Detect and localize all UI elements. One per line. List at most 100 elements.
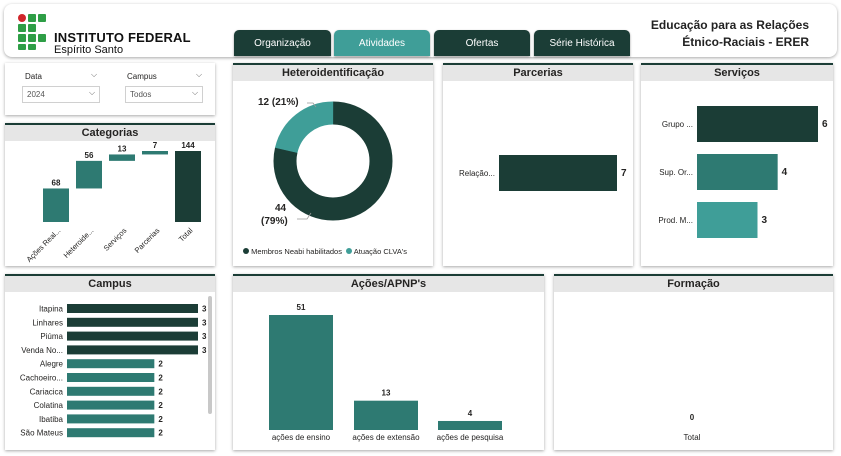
campus-category-label: Venda No... [21, 346, 63, 355]
servicos-chart: Grupo ... 6 Sup. Or... 4 Prod. M... 3 [658, 106, 828, 238]
categorias-title: Categorias [5, 123, 215, 141]
categorias-value-label: 68 [52, 178, 61, 187]
campus-bar[interactable] [67, 428, 155, 438]
formacao-chart: 0 Total [684, 413, 701, 442]
parcerias-bar[interactable] [499, 155, 617, 191]
campus-category-label: Cachoeiro... [20, 374, 63, 383]
categorias-bar[interactable] [109, 154, 135, 161]
categorias-value-label: 13 [118, 144, 127, 153]
tab-ofertas[interactable]: Ofertas [434, 30, 530, 56]
campus-category-label: Itapina [39, 305, 64, 314]
hetero-label-neabi-pct: (79%) [261, 216, 288, 227]
parcerias-title: Parcerias [443, 63, 633, 81]
servicos-value-label: 6 [822, 119, 828, 130]
acoes-card: Ações/APNP's 51 ações de ensino 13 ações de… [233, 274, 544, 450]
campus-category-label: Alegre [40, 360, 64, 369]
campus-scrollbar[interactable] [208, 296, 212, 414]
campus-chart: Itapina 3 Linhares 3 Piúma 3 Venda No... 3 Alegr… [20, 304, 207, 438]
campus-category-label: Cariacica [30, 387, 64, 396]
date-filter-dropdown[interactable]: 2024 [22, 86, 100, 103]
parcerias-value-label: 7 [621, 168, 627, 179]
campus-filter-label: Campus [127, 72, 157, 81]
campus-value-label: 3 [202, 332, 207, 341]
servicos-bar[interactable] [697, 106, 818, 142]
acoes-bar[interactable] [354, 400, 418, 430]
acoes-bar[interactable] [438, 420, 502, 430]
hetero-slice[interactable] [273, 101, 393, 221]
chevron-down-icon[interactable]: ⌵ [89, 88, 96, 97]
campus-card: Campus Itapina 3 Linhares 3 Piúma 3 Venda No..… [5, 274, 215, 450]
parcerias-category-label: Relação... [459, 169, 495, 178]
servicos-category-label: Prod. M... [658, 216, 693, 225]
heteroidentificacao-card: Heteroidentificação 12 (21%) 44 (79%) Me… [233, 63, 433, 266]
campus-value-label: 2 [158, 360, 163, 369]
legend-dot-icon [243, 248, 249, 254]
acoes-category-label: ações de ensino [272, 433, 331, 442]
filters-panel: Data ⌵ 2024 ⌵ Campus ⌵ Todos ⌵ [5, 63, 215, 115]
formacao-card: Formação 0 Total [554, 274, 833, 450]
servicos-bar[interactable] [697, 154, 778, 190]
parcerias-card: Parcerias Relação... 7 [443, 63, 633, 266]
legend-dot-icon [346, 248, 353, 254]
tab-atividades[interactable]: Atividades [334, 30, 430, 56]
servicos-value-label: 3 [762, 215, 768, 226]
campus-value-label: 2 [158, 429, 163, 438]
formacao-value-label: 0 [690, 413, 695, 422]
campus-bar[interactable] [67, 359, 155, 369]
tab-organizacao[interactable]: Organização [234, 30, 331, 56]
hetero-label-neabi-value: 44 [275, 203, 287, 214]
acoes-value-label: 51 [297, 303, 306, 312]
acoes-value-label: 13 [382, 389, 391, 398]
campus-bar[interactable] [67, 304, 198, 313]
categorias-axis-label: Heteroide... [62, 226, 96, 260]
categorias-bar[interactable] [142, 151, 168, 155]
categorias-value-label: 144 [181, 141, 195, 150]
acoes-value-label: 4 [468, 409, 473, 418]
legend-neabi: Membros Neabi habilitados [251, 247, 342, 256]
categorias-bar[interactable] [175, 151, 201, 222]
campus-category-label: Linhares [32, 318, 63, 327]
formacao-title: Formação [554, 274, 833, 292]
servicos-bar[interactable] [697, 202, 758, 238]
campus-value-label: 2 [158, 387, 163, 396]
leader-line [307, 102, 317, 108]
campus-value-label: 3 [202, 305, 207, 314]
categorias-value-label: 7 [153, 141, 158, 150]
acoes-title: Ações/APNP's [233, 274, 544, 292]
campus-bar[interactable] [67, 400, 155, 410]
servicos-category-label: Grupo ... [662, 120, 693, 129]
campus-bar[interactable] [67, 331, 198, 341]
campus-bar[interactable] [67, 414, 155, 424]
acoes-chart: 51 ações de ensino 13 ações de extensão 4 açõ… [269, 303, 504, 442]
campus-value-label: 2 [158, 415, 163, 424]
servicos-category-label: Sup. Or... [659, 168, 693, 177]
hetero-title: Heteroidentificação [233, 63, 433, 81]
chevron-down-icon[interactable]: ⌵ [192, 88, 199, 97]
leader-line [297, 212, 312, 220]
chevron-down-icon[interactable]: ⌵ [196, 70, 203, 79]
hetero-label-clva: 12 (21%) [258, 97, 299, 108]
categorias-axis-label: Parcerias [133, 226, 162, 255]
date-filter-label: Data [25, 72, 42, 81]
campus-category-label: Colatina [34, 401, 64, 410]
chevron-down-icon[interactable]: ⌵ [91, 70, 98, 79]
campus-value-label: 2 [158, 374, 163, 383]
campus-category-label: Piúma [40, 332, 63, 341]
campus-value-label: 3 [202, 318, 207, 327]
legend-clva: Atuação CLVA's [353, 247, 408, 256]
categorias-value-label: 56 [85, 151, 94, 160]
categorias-bar[interactable] [76, 160, 102, 189]
acoes-bar[interactable] [269, 315, 333, 430]
tab-serie-historica[interactable]: Série Histórica [534, 30, 630, 56]
campus-bar[interactable] [67, 317, 198, 327]
campus-bar[interactable] [67, 373, 155, 382]
campus-filter-dropdown[interactable]: Todos [125, 86, 203, 103]
hetero-chart [273, 101, 393, 221]
org-name: INSTITUTO FEDERAL [54, 30, 191, 45]
org-subname: Espírito Santo [54, 44, 124, 56]
categorias-bar[interactable] [43, 188, 69, 222]
campus-bar[interactable] [67, 345, 198, 355]
servicos-title: Serviços [641, 63, 833, 81]
acoes-category-label: ações de pesquisa [437, 433, 504, 442]
campus-bar[interactable] [67, 386, 155, 396]
